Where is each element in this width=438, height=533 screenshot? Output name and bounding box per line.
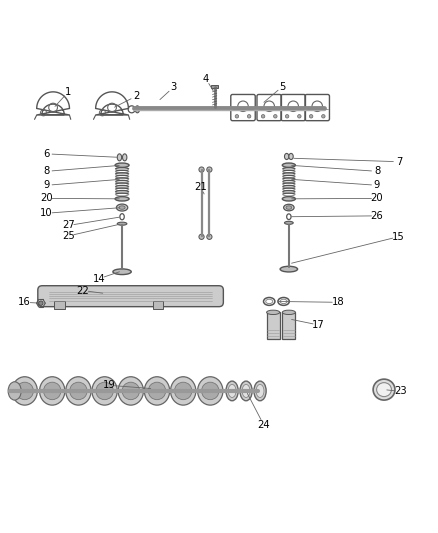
Text: 17: 17 xyxy=(312,320,325,330)
Ellipse shape xyxy=(283,197,295,201)
Circle shape xyxy=(96,382,113,400)
Text: 14: 14 xyxy=(92,274,105,284)
Text: 20: 20 xyxy=(371,193,383,204)
Ellipse shape xyxy=(283,163,295,167)
Ellipse shape xyxy=(170,377,196,405)
Circle shape xyxy=(174,382,192,400)
Text: 3: 3 xyxy=(170,83,176,93)
Ellipse shape xyxy=(117,204,128,211)
Ellipse shape xyxy=(198,377,223,405)
Circle shape xyxy=(207,234,212,239)
Circle shape xyxy=(39,301,43,305)
Ellipse shape xyxy=(242,384,250,398)
Bar xyxy=(267,312,280,338)
Text: 4: 4 xyxy=(203,74,209,84)
Bar xyxy=(152,301,163,309)
Ellipse shape xyxy=(115,197,129,201)
Ellipse shape xyxy=(240,381,252,401)
Ellipse shape xyxy=(280,266,297,272)
Text: 5: 5 xyxy=(279,82,286,92)
Circle shape xyxy=(201,382,219,400)
Text: 10: 10 xyxy=(40,208,53,218)
Text: 6: 6 xyxy=(43,149,50,159)
Circle shape xyxy=(309,115,313,118)
Bar xyxy=(283,312,295,338)
Ellipse shape xyxy=(284,204,294,211)
Ellipse shape xyxy=(92,377,117,405)
Bar xyxy=(211,85,218,88)
Text: 2: 2 xyxy=(133,91,139,101)
Text: 24: 24 xyxy=(257,419,270,430)
Text: 9: 9 xyxy=(43,180,50,190)
Text: 18: 18 xyxy=(332,297,344,308)
Text: 20: 20 xyxy=(40,193,53,204)
Ellipse shape xyxy=(254,381,266,401)
Ellipse shape xyxy=(39,377,65,405)
Ellipse shape xyxy=(119,206,125,209)
Ellipse shape xyxy=(256,384,264,398)
Circle shape xyxy=(148,382,166,400)
Ellipse shape xyxy=(145,377,170,405)
Text: 16: 16 xyxy=(18,297,31,308)
Ellipse shape xyxy=(123,154,127,161)
Text: 8: 8 xyxy=(374,166,380,176)
Text: 23: 23 xyxy=(394,386,406,397)
Circle shape xyxy=(199,234,204,239)
Circle shape xyxy=(321,115,325,118)
Circle shape xyxy=(274,115,277,118)
Circle shape xyxy=(286,115,289,118)
Circle shape xyxy=(16,382,33,400)
Text: 19: 19 xyxy=(102,380,115,390)
Text: 27: 27 xyxy=(62,221,75,230)
Circle shape xyxy=(297,115,301,118)
Circle shape xyxy=(70,382,87,400)
Ellipse shape xyxy=(8,382,21,400)
Text: 7: 7 xyxy=(396,157,402,167)
Ellipse shape xyxy=(113,269,131,274)
Bar xyxy=(54,301,65,309)
Text: 25: 25 xyxy=(62,231,75,241)
Text: 22: 22 xyxy=(76,286,89,295)
Ellipse shape xyxy=(228,384,236,398)
Ellipse shape xyxy=(286,206,292,209)
Ellipse shape xyxy=(373,379,395,400)
Ellipse shape xyxy=(283,310,295,314)
Text: 21: 21 xyxy=(194,182,207,192)
Ellipse shape xyxy=(117,222,127,225)
Circle shape xyxy=(261,115,265,118)
Text: 26: 26 xyxy=(371,211,383,221)
Ellipse shape xyxy=(285,154,289,159)
Ellipse shape xyxy=(267,310,280,314)
FancyBboxPatch shape xyxy=(38,286,223,306)
Circle shape xyxy=(122,382,140,400)
Ellipse shape xyxy=(12,377,37,405)
Ellipse shape xyxy=(118,377,144,405)
Text: 15: 15 xyxy=(392,232,404,242)
Text: 9: 9 xyxy=(374,180,380,190)
Ellipse shape xyxy=(285,221,293,224)
Ellipse shape xyxy=(115,163,129,167)
Ellipse shape xyxy=(117,154,122,161)
Circle shape xyxy=(247,115,251,118)
Ellipse shape xyxy=(135,106,140,113)
Ellipse shape xyxy=(66,377,91,405)
Text: 1: 1 xyxy=(65,87,71,97)
Ellipse shape xyxy=(226,381,238,401)
Circle shape xyxy=(199,167,204,172)
Text: 8: 8 xyxy=(43,166,49,176)
Circle shape xyxy=(43,382,61,400)
Circle shape xyxy=(207,167,212,172)
Ellipse shape xyxy=(289,154,293,159)
Circle shape xyxy=(235,115,239,118)
Ellipse shape xyxy=(377,383,392,397)
